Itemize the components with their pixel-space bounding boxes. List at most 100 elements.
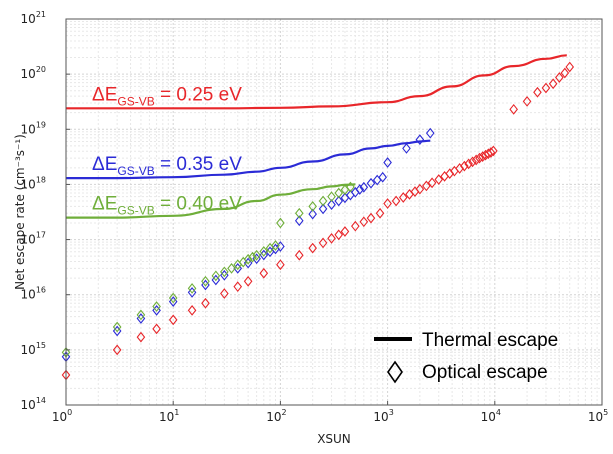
legend-diamond-icon bbox=[387, 360, 403, 384]
optical-point-0 bbox=[220, 288, 229, 299]
optical-point-0 bbox=[468, 156, 477, 168]
optical-point-1 bbox=[378, 171, 387, 183]
curve-label-0: ΔEGS-VB = 0.25 eV bbox=[92, 84, 242, 108]
optical-point-0 bbox=[471, 154, 481, 166]
y-tick-label: 1017 bbox=[21, 231, 46, 247]
optical-point-0 bbox=[391, 195, 401, 207]
optical-point-0 bbox=[233, 281, 243, 293]
x-tick-label: 103 bbox=[373, 408, 393, 424]
optical-point-0 bbox=[489, 145, 498, 157]
x-tick-label: 104 bbox=[481, 408, 501, 424]
optical-point-0 bbox=[460, 160, 469, 172]
optical-point-0 bbox=[560, 67, 570, 79]
optical-point-2 bbox=[227, 263, 236, 274]
plot-frame bbox=[65, 18, 603, 406]
optical-point-1 bbox=[402, 143, 411, 154]
optical-point-0 bbox=[548, 78, 558, 90]
optical-point-0 bbox=[359, 216, 369, 228]
optical-point-0 bbox=[294, 249, 304, 261]
optical-point-0 bbox=[475, 152, 484, 164]
optical-point-2 bbox=[308, 200, 317, 212]
optical-point-2 bbox=[112, 321, 122, 333]
legend-optical-label: Optical escape bbox=[422, 362, 548, 383]
optical-point-1 bbox=[334, 195, 344, 207]
optical-point-0 bbox=[565, 61, 575, 73]
optical-point-1 bbox=[355, 184, 365, 195]
optical-point-0 bbox=[555, 72, 564, 83]
x-axis-title: XSUN bbox=[317, 432, 351, 446]
y-tick-label: 1018 bbox=[21, 175, 46, 191]
optical-point-2 bbox=[318, 195, 328, 207]
optical-point-1 bbox=[187, 287, 197, 298]
legend: Thermal escape Optical escape bbox=[374, 330, 558, 384]
optical-point-2 bbox=[346, 181, 355, 193]
x-tick-label: 102 bbox=[266, 408, 286, 424]
optical-point-0 bbox=[136, 331, 146, 343]
optical-point-0 bbox=[509, 103, 518, 115]
optical-point-0 bbox=[318, 237, 328, 249]
optical-point-0 bbox=[427, 177, 437, 189]
y-tick-label: 1014 bbox=[21, 396, 46, 412]
optical-point-2 bbox=[220, 266, 229, 278]
optical-point-0 bbox=[533, 86, 542, 98]
optical-point-1 bbox=[318, 203, 328, 215]
optical-point-2 bbox=[248, 251, 257, 263]
optical-point-0 bbox=[327, 233, 336, 244]
optical-point-0 bbox=[276, 259, 285, 271]
optical-point-0 bbox=[464, 158, 473, 170]
thermal-curve-0 bbox=[65, 54, 567, 110]
optical-point-1 bbox=[425, 127, 435, 139]
gridlines bbox=[66, 19, 602, 405]
optical-point-1 bbox=[359, 181, 369, 193]
optical-point-0 bbox=[478, 151, 487, 162]
optical-point-2 bbox=[259, 246, 269, 257]
optical-point-1 bbox=[366, 177, 376, 189]
y-axis-title: Net escape rate (cm⁻³s⁻¹) bbox=[13, 134, 27, 290]
optical-point-0 bbox=[375, 207, 385, 219]
optical-point-0 bbox=[308, 242, 317, 254]
optical-point-0 bbox=[541, 82, 551, 94]
curve-label-2: ΔEGS-VB = 0.40 eV bbox=[92, 194, 242, 218]
optical-point-0 bbox=[259, 267, 269, 279]
legend-thermal-label: Thermal escape bbox=[422, 330, 558, 351]
optical-point-2 bbox=[276, 217, 285, 229]
optical-point-1 bbox=[211, 274, 221, 286]
optical-point-2 bbox=[334, 187, 344, 199]
curve-label-1: ΔEGS-VB = 0.35 eV bbox=[92, 154, 242, 178]
thermal-curve-2 bbox=[65, 183, 356, 219]
optical-point-2 bbox=[152, 301, 161, 312]
optical-point-1 bbox=[383, 157, 392, 168]
optical-point-2 bbox=[294, 207, 304, 219]
optical-point-2 bbox=[136, 309, 146, 321]
axis-ticks: 100 101 102 103 104 105 1014 1015 1016 1017 1018 10… bbox=[21, 10, 609, 424]
y-tick-label: 1021 bbox=[21, 10, 46, 26]
optical-point-2 bbox=[252, 249, 261, 261]
x-tick-label: 100 bbox=[52, 408, 72, 424]
optical-point-0 bbox=[112, 344, 122, 356]
optical-point-2 bbox=[243, 253, 253, 265]
optical-point-1 bbox=[308, 208, 317, 220]
curve-labels: ΔEGS-VB = 0.25 eV ΔEGS-VB = 0.35 eV ΔEGS-V… bbox=[92, 84, 242, 217]
optical-point-2 bbox=[168, 292, 178, 304]
y-tick-label: 1016 bbox=[21, 286, 46, 302]
optical-point-0 bbox=[522, 96, 532, 107]
optical-point-1 bbox=[112, 325, 122, 337]
optical-point-0 bbox=[486, 147, 496, 158]
optical-point-0 bbox=[434, 174, 444, 185]
optical-point-2 bbox=[187, 283, 197, 294]
x-tick-label: 105 bbox=[588, 408, 608, 424]
y-tick-label: 1020 bbox=[21, 65, 46, 81]
optical-point-0 bbox=[334, 229, 344, 241]
y-tick-label: 1019 bbox=[21, 120, 46, 136]
optical-point-1 bbox=[327, 199, 336, 211]
series-layer bbox=[61, 54, 575, 381]
x-tick-label: 101 bbox=[159, 408, 179, 424]
optical-point-1 bbox=[294, 215, 304, 227]
optical-point-0 bbox=[366, 212, 376, 224]
optical-point-0 bbox=[201, 297, 210, 309]
optical-point-0 bbox=[168, 314, 178, 326]
optical-point-0 bbox=[187, 304, 197, 316]
optical-point-0 bbox=[152, 323, 161, 335]
optical-point-2 bbox=[271, 240, 280, 251]
